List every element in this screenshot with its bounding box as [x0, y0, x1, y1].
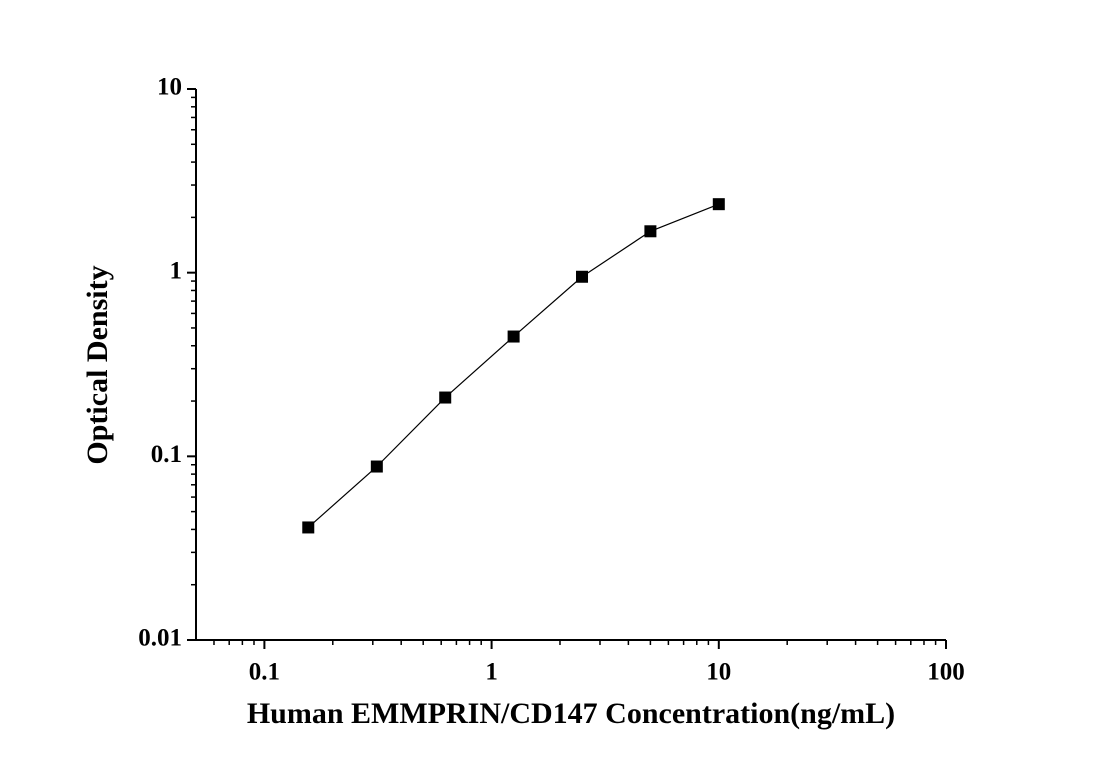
data-point: [439, 391, 452, 404]
x-tick-label: 1: [485, 659, 498, 686]
data-point: [302, 521, 315, 534]
data-point: [507, 330, 520, 343]
x-tick-label: 100: [927, 659, 965, 686]
y-tick-label: 1: [170, 257, 183, 284]
data-point: [576, 270, 589, 283]
y-tick-label: 0.1: [151, 441, 182, 468]
data-point: [644, 225, 657, 238]
x-tick-label: 0.1: [249, 659, 280, 686]
x-axis-label: Human EMMPRIN/CD147 Concentration(ng/mL): [247, 697, 895, 730]
y-tick-label: 0.01: [138, 625, 182, 652]
series-line: [307, 203, 720, 528]
data-point: [712, 198, 725, 211]
data-point: [370, 460, 383, 473]
y-axis-label: Optical Density: [81, 265, 114, 464]
x-tick-label: 10: [706, 659, 731, 686]
y-tick-label: 10: [157, 74, 182, 101]
